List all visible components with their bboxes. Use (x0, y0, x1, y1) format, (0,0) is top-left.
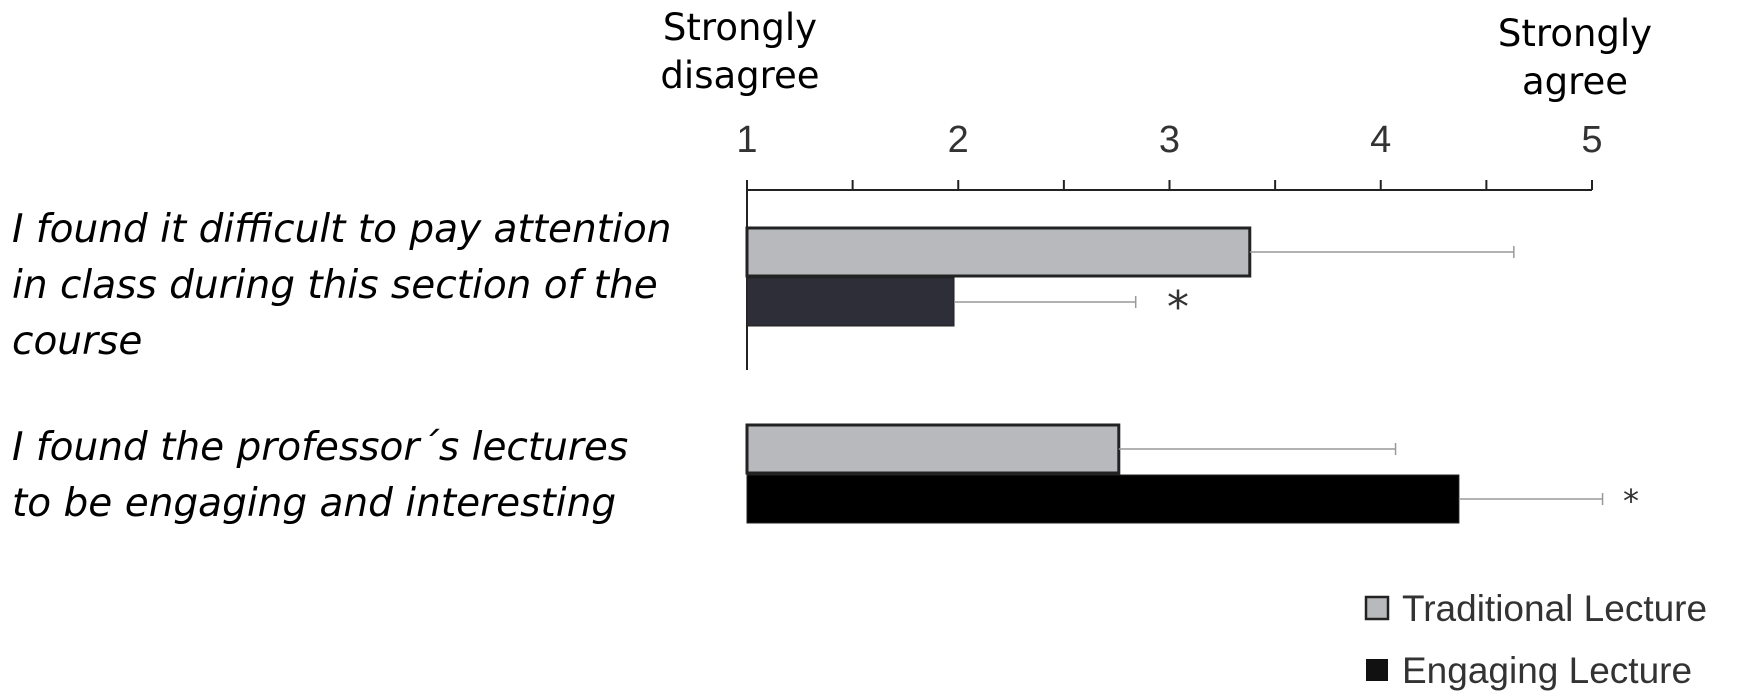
legend-swatch-engaging (1366, 659, 1388, 681)
scale-label-strongly-disagree: Strongly disagree (660, 6, 820, 97)
bar-engaging (746, 474, 1460, 524)
legend-swatch-traditional (1364, 595, 1390, 621)
bar-engaging (746, 277, 955, 327)
x-tick-label: 1 (736, 119, 757, 161)
legend: Traditional Lecture Engaging Lecture (1364, 588, 1707, 691)
bar-traditional (745, 226, 1252, 278)
scale-label-strongly-agree: Strongly agree (1497, 12, 1653, 103)
x-axis-ticks: 1 2 3 4 5 (736, 119, 1603, 190)
legend-label-traditional: Traditional Lecture (1402, 588, 1707, 629)
legend-label-engaging: Engaging Lecture (1402, 650, 1692, 691)
x-tick-label: 5 (1581, 119, 1602, 161)
question-label-attention: I found it difficult to pay attention in… (12, 207, 672, 364)
significance-marker: * (1623, 482, 1639, 520)
bar-traditional (745, 423, 1121, 475)
bars-group: ** (745, 226, 1639, 524)
question-label-engaging: I found the professor´s lectures to be e… (12, 425, 629, 526)
x-tick-label: 3 (1159, 119, 1180, 161)
significance-marker: * (1167, 282, 1189, 333)
x-tick-label: 4 (1370, 119, 1391, 161)
x-tick-label: 2 (948, 119, 969, 161)
